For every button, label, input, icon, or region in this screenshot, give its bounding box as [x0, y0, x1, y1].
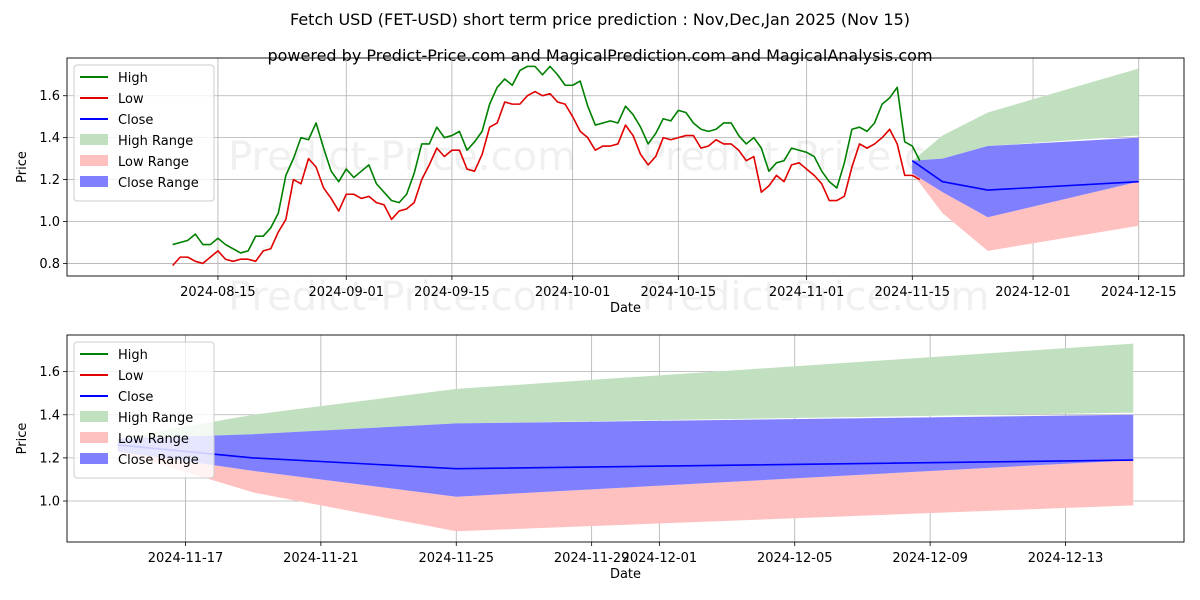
x-tick-label: 2024-08-15: [180, 285, 256, 300]
x-tick-label: 2024-12-15: [1101, 285, 1177, 300]
low-range-band: [117, 451, 1134, 532]
y-tick-label: 1.0: [39, 495, 60, 510]
high-range-band: [912, 68, 1139, 161]
legend-low-label: Low: [118, 369, 144, 384]
close-range-band: [117, 414, 1134, 497]
y-tick-label: 1.4: [39, 408, 60, 423]
x-tick-label: 2024-10-15: [641, 285, 717, 300]
watermark-text: Predict-Price.com: [228, 134, 576, 180]
legend-close-range-swatch: [80, 176, 108, 187]
x-tick-label: 2024-09-15: [414, 285, 490, 300]
legend-close-range-swatch: [80, 453, 108, 464]
low-range-band: [912, 173, 1139, 251]
y-tick-label: 1.6: [39, 89, 60, 104]
legend-close-range-label: Close Range: [118, 176, 199, 191]
legend-low-range-swatch: [80, 432, 108, 443]
watermark-text: Predict-Price.com: [641, 274, 989, 320]
legend-high-range-label: High Range: [118, 411, 193, 426]
x-axis-label: Date: [610, 301, 641, 316]
legend-high-range-swatch: [80, 134, 108, 145]
x-tick-label: 2024-12-09: [892, 551, 968, 566]
y-tick-label: 1.4: [39, 131, 60, 146]
legend-low-range-label: Low Range: [118, 155, 189, 170]
plot-area-main: [172, 65, 1139, 267]
close-range-band: [912, 137, 1139, 218]
legend-high-range-swatch: [80, 411, 108, 422]
y-tick-label: 0.8: [39, 257, 60, 272]
y-axis-label: Price: [15, 423, 30, 455]
x-tick-label: 2024-11-15: [875, 285, 951, 300]
legend-close-label: Close: [118, 113, 153, 128]
high-range-band: [117, 343, 1134, 439]
x-tick-label: 2024-12-01: [622, 551, 698, 566]
plot-area-zoom: [117, 343, 1134, 532]
legend-low-range-label: Low Range: [118, 432, 189, 447]
x-axis-label: Date: [610, 567, 641, 582]
y-tick-label: 1.2: [39, 173, 60, 188]
x-tick-label: 2024-11-29: [554, 551, 630, 566]
legend-high-range-label: High Range: [118, 134, 193, 149]
y-tick-label: 1.0: [39, 215, 60, 230]
legend-high-label: High: [118, 71, 148, 86]
legend-close-label: Close: [118, 390, 153, 405]
x-tick-label: 2024-12-13: [1028, 551, 1104, 566]
y-axis-label: Price: [15, 151, 30, 183]
x-tick-label: 2024-11-25: [418, 551, 494, 566]
close-forecast-line: [911, 160, 1139, 191]
plot-frame: [66, 334, 1185, 543]
high-series-line: [172, 65, 921, 254]
legend-box: [73, 64, 215, 202]
x-tick-label: 2024-11-17: [148, 551, 224, 566]
legend-low-label: Low: [118, 92, 144, 107]
legend-high-label: High: [118, 348, 148, 363]
low-series-line: [172, 90, 921, 267]
chart-title: Fetch USD (FET-USD) short term price pre…: [290, 10, 910, 29]
x-tick-label: 2024-10-01: [535, 285, 611, 300]
legend-low-range-swatch: [80, 155, 108, 166]
x-tick-label: 2024-12-01: [995, 285, 1071, 300]
x-tick-label: 2024-09-01: [308, 285, 384, 300]
x-tick-label: 2024-11-21: [283, 551, 359, 566]
legend: High Low Close High Range Low Range Close Ran…: [73, 64, 215, 202]
legend-close-range-label: Close Range: [118, 453, 199, 468]
chart-panel-zoom: Predict-Price.comPredict-Price.com2024-1…: [15, 334, 1185, 582]
legend-box: [73, 341, 215, 479]
plot-frame: [66, 57, 1185, 277]
chart-subtitle: powered by Predict-Price.com and Magical…: [267, 46, 933, 65]
chart-panel-main: Predict-Price.com Predict-Price.com Predic…: [15, 57, 1185, 320]
x-tick-label: 2024-11-01: [769, 285, 845, 300]
y-tick-label: 1.2: [39, 451, 60, 466]
x-tick-label: 2024-12-05: [757, 551, 833, 566]
watermark-text: Predict-Price.com: [228, 274, 576, 320]
y-tick-label: 1.6: [39, 365, 60, 380]
legend: High Low Close High Range Low Range Close Ran…: [73, 341, 215, 479]
